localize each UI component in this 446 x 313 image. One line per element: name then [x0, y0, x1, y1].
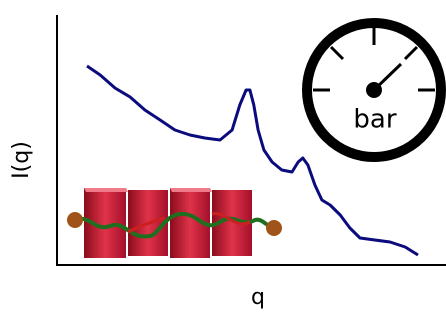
y-axis-label: I(q) — [9, 141, 34, 179]
gauge-hub — [366, 82, 382, 98]
x-axis-label: q — [251, 285, 265, 310]
pressure-gauge: bar — [307, 23, 441, 157]
chart: q I(q) bar — [0, 0, 446, 313]
gauge-unit: bar — [353, 105, 396, 135]
molecule-illustration — [67, 188, 282, 258]
